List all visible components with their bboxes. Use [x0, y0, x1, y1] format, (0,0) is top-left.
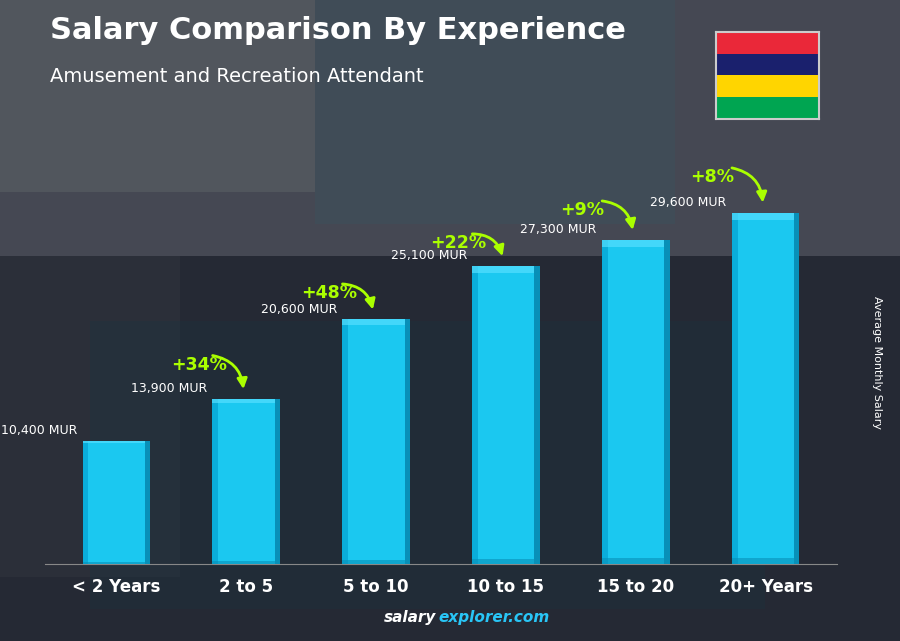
Text: Salary Comparison By Experience: Salary Comparison By Experience: [50, 16, 625, 45]
Text: 20,600 MUR: 20,600 MUR: [261, 303, 338, 316]
Bar: [716, 76, 819, 97]
Bar: [212, 399, 219, 564]
Bar: [405, 319, 410, 564]
Bar: [83, 440, 150, 444]
Text: salary: salary: [384, 610, 436, 625]
Bar: [83, 440, 88, 564]
Text: Average Monthly Salary: Average Monthly Salary: [872, 296, 883, 429]
Bar: [472, 266, 540, 272]
Bar: [664, 240, 670, 564]
Bar: [602, 240, 608, 564]
Bar: [794, 213, 799, 564]
Bar: [83, 562, 150, 564]
Bar: [274, 399, 280, 564]
Text: explorer.com: explorer.com: [438, 610, 550, 625]
Text: 25,100 MUR: 25,100 MUR: [391, 249, 467, 262]
Bar: [732, 558, 799, 564]
Text: 27,300 MUR: 27,300 MUR: [520, 223, 597, 237]
Bar: [0, 0, 315, 192]
Bar: [602, 240, 670, 247]
Text: +8%: +8%: [690, 168, 734, 186]
Bar: [90, 320, 765, 609]
Bar: [602, 240, 670, 564]
Bar: [732, 213, 799, 221]
Bar: [472, 266, 478, 564]
Bar: [472, 266, 540, 564]
Bar: [212, 399, 280, 403]
Bar: [716, 54, 819, 76]
Bar: [212, 399, 280, 564]
Text: +22%: +22%: [430, 235, 487, 253]
Bar: [602, 558, 670, 564]
Text: Amusement and Recreation Attendant: Amusement and Recreation Attendant: [50, 67, 423, 87]
Text: +34%: +34%: [171, 356, 227, 374]
Bar: [212, 561, 280, 564]
Text: +48%: +48%: [301, 284, 356, 303]
Bar: [472, 559, 540, 564]
Bar: [342, 319, 410, 564]
Bar: [83, 440, 150, 564]
Bar: [342, 319, 348, 564]
Bar: [716, 32, 819, 54]
Text: 10,400 MUR: 10,400 MUR: [1, 424, 77, 437]
Text: 29,600 MUR: 29,600 MUR: [651, 196, 726, 209]
Text: 13,900 MUR: 13,900 MUR: [131, 383, 207, 395]
Bar: [0, 256, 900, 641]
Bar: [145, 440, 150, 564]
Bar: [535, 266, 540, 564]
Bar: [342, 319, 410, 325]
Bar: [315, 0, 675, 224]
Bar: [732, 213, 799, 564]
Bar: [732, 213, 738, 564]
Bar: [0, 0, 900, 256]
Bar: [0, 256, 180, 577]
Bar: [716, 97, 819, 119]
Text: +9%: +9%: [561, 201, 605, 219]
Bar: [342, 560, 410, 564]
